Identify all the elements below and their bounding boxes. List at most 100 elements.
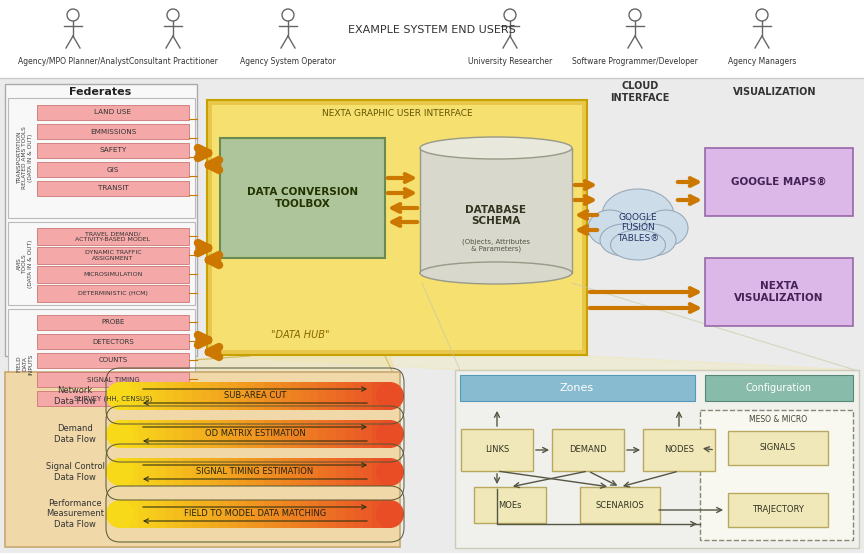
Ellipse shape: [611, 230, 665, 260]
Text: NODES: NODES: [664, 446, 694, 455]
Bar: [37, 228, 189, 245]
Bar: [120, 500, 130, 528]
Bar: [246, 420, 256, 448]
Bar: [129, 420, 139, 448]
Text: LAND USE: LAND USE: [94, 109, 131, 116]
Bar: [300, 500, 310, 528]
Bar: [212, 105, 582, 350]
Bar: [354, 458, 364, 486]
Bar: [363, 420, 373, 448]
Text: Agency System Operator: Agency System Operator: [240, 58, 336, 66]
Bar: [192, 458, 202, 486]
Bar: [37, 124, 189, 139]
Bar: [5, 372, 400, 547]
Bar: [246, 500, 256, 528]
Bar: [282, 458, 292, 486]
Bar: [372, 382, 382, 410]
Bar: [183, 382, 193, 410]
Text: MICROSIMULATION: MICROSIMULATION: [83, 272, 143, 277]
Bar: [255, 420, 265, 448]
Bar: [237, 420, 247, 448]
Text: Federates: Federates: [69, 87, 131, 97]
Bar: [8, 309, 195, 419]
Ellipse shape: [106, 382, 134, 410]
Bar: [474, 487, 546, 523]
Bar: [37, 285, 189, 302]
Bar: [291, 500, 301, 528]
Bar: [120, 458, 130, 486]
Bar: [455, 370, 859, 548]
Bar: [345, 382, 355, 410]
Bar: [174, 500, 184, 528]
Ellipse shape: [376, 420, 404, 448]
Bar: [165, 382, 175, 410]
Bar: [318, 458, 328, 486]
Bar: [327, 420, 337, 448]
Bar: [318, 500, 328, 528]
Bar: [300, 458, 310, 486]
Bar: [220, 138, 385, 258]
Ellipse shape: [106, 500, 134, 528]
Ellipse shape: [376, 382, 404, 410]
Bar: [309, 420, 319, 448]
Bar: [37, 181, 189, 196]
Text: COUNTS: COUNTS: [98, 357, 128, 363]
Bar: [705, 148, 853, 216]
Bar: [237, 500, 247, 528]
Text: LINKS: LINKS: [485, 446, 509, 455]
Ellipse shape: [628, 224, 676, 256]
Bar: [282, 382, 292, 410]
Polygon shape: [210, 356, 855, 370]
Bar: [354, 500, 364, 528]
Ellipse shape: [600, 224, 648, 256]
Bar: [300, 420, 310, 448]
Bar: [5, 84, 197, 356]
Bar: [174, 458, 184, 486]
Bar: [345, 500, 355, 528]
Bar: [138, 382, 148, 410]
Bar: [336, 382, 346, 410]
Bar: [700, 410, 853, 540]
Ellipse shape: [420, 262, 572, 284]
Text: MOEs: MOEs: [499, 500, 522, 509]
Bar: [210, 420, 220, 448]
Bar: [461, 429, 533, 471]
Text: DETERMINISTIC (HCM): DETERMINISTIC (HCM): [78, 291, 148, 296]
Text: EMMISSIONS: EMMISSIONS: [90, 128, 137, 134]
Bar: [255, 382, 265, 410]
Bar: [228, 420, 238, 448]
Bar: [273, 500, 283, 528]
Bar: [372, 500, 382, 528]
Bar: [192, 500, 202, 528]
Ellipse shape: [106, 458, 134, 486]
Bar: [300, 382, 310, 410]
Bar: [705, 258, 853, 326]
Text: TRANSIT: TRANSIT: [98, 185, 129, 191]
Text: DATABASE
SCHEMA: DATABASE SCHEMA: [466, 205, 526, 226]
Bar: [237, 382, 247, 410]
Bar: [201, 382, 211, 410]
Ellipse shape: [376, 458, 404, 486]
Bar: [120, 382, 130, 410]
Bar: [37, 353, 189, 368]
Text: SAFETY: SAFETY: [99, 148, 127, 154]
Polygon shape: [5, 355, 395, 373]
Bar: [207, 100, 587, 355]
Bar: [291, 382, 301, 410]
Text: NEXTA
VISUALIZATION: NEXTA VISUALIZATION: [734, 281, 823, 303]
Bar: [552, 429, 624, 471]
Bar: [728, 493, 828, 527]
Bar: [8, 222, 195, 305]
Bar: [309, 458, 319, 486]
Bar: [381, 382, 391, 410]
Bar: [8, 98, 195, 218]
Bar: [291, 458, 301, 486]
Bar: [228, 500, 238, 528]
Bar: [264, 458, 274, 486]
Bar: [174, 420, 184, 448]
Bar: [372, 420, 382, 448]
Bar: [201, 500, 211, 528]
Bar: [273, 420, 283, 448]
Bar: [37, 162, 189, 177]
Bar: [728, 431, 828, 465]
